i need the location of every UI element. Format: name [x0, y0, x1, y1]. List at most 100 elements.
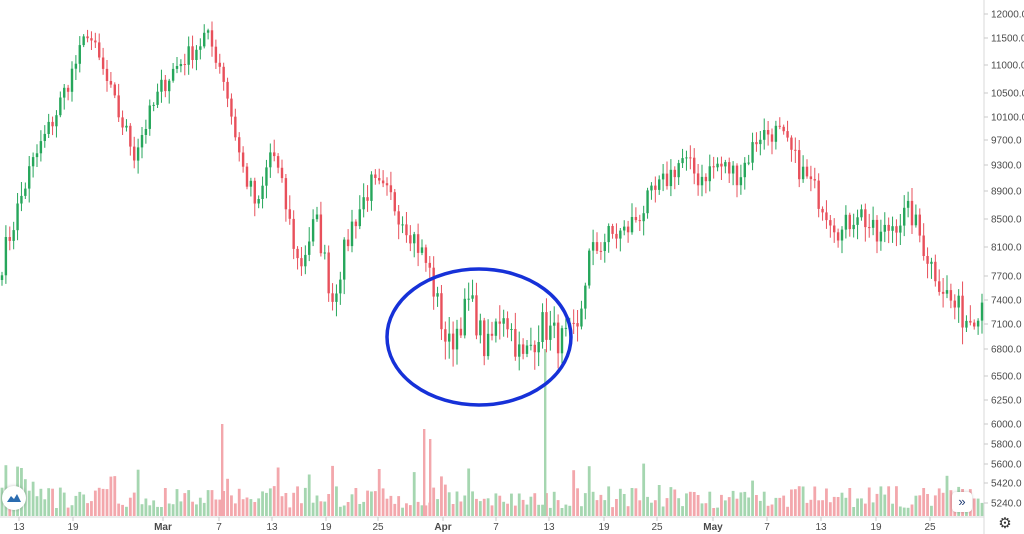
volume-bar	[739, 492, 743, 516]
candle-body	[463, 298, 466, 336]
candle	[179, 59, 183, 73]
candle-body	[529, 344, 533, 346]
candle	[156, 83, 159, 108]
volume-bar	[556, 500, 560, 516]
candle	[276, 153, 280, 174]
volume-bar	[634, 488, 638, 516]
time-month-label: Apr	[434, 522, 451, 533]
candle-body	[681, 158, 684, 164]
volume-bar	[43, 499, 47, 516]
volume-bar	[257, 498, 261, 516]
volume-bar	[618, 488, 622, 516]
candle-body	[922, 235, 925, 256]
candle-body	[346, 239, 350, 247]
candle	[502, 309, 505, 337]
candle-body	[366, 197, 369, 201]
candle	[288, 195, 291, 225]
volume-bar	[408, 505, 412, 516]
volume-bar	[591, 491, 595, 516]
settings-gear-icon[interactable]: ⚙	[998, 515, 1012, 532]
volume-bar	[202, 502, 206, 516]
candle	[848, 212, 851, 237]
volume-bar	[805, 502, 809, 516]
volume-bar	[237, 488, 241, 516]
candle	[331, 283, 334, 311]
candle	[611, 223, 614, 239]
volume-bar	[148, 505, 152, 516]
candle	[661, 164, 665, 192]
candle	[658, 175, 661, 195]
candle	[490, 321, 494, 341]
candle	[467, 282, 470, 311]
volume-bar	[712, 508, 716, 516]
candle	[525, 340, 529, 358]
volume-bar	[887, 486, 891, 516]
candle-body	[685, 157, 688, 159]
candle	[416, 223, 420, 267]
candle	[603, 233, 606, 263]
volume-bar	[653, 500, 657, 516]
candle-body	[354, 221, 358, 227]
candle	[798, 140, 801, 188]
candle-body	[288, 209, 291, 219]
candle-body	[798, 150, 801, 180]
candle-body	[479, 320, 482, 336]
candle-body	[164, 79, 167, 92]
candle	[308, 227, 311, 262]
candle-body	[405, 224, 408, 236]
volume-bar	[735, 498, 739, 516]
candle-body	[105, 68, 109, 81]
volume-bar	[31, 481, 35, 516]
candle	[385, 177, 389, 196]
candle	[113, 82, 116, 99]
candle-body	[856, 217, 859, 225]
volume-bar	[51, 488, 54, 516]
candle-body	[766, 130, 770, 135]
candle-body	[311, 219, 315, 242]
tradingview-logo-icon[interactable]	[2, 486, 26, 510]
volume-spike	[429, 439, 432, 516]
volume-bar	[720, 494, 723, 516]
volume-bar	[253, 502, 257, 516]
volume-bar	[863, 503, 867, 516]
candle-body	[747, 162, 750, 164]
candle-body	[560, 328, 564, 354]
candle-body	[630, 217, 634, 233]
time-axis[interactable]: 13 19 Mar 7 13 19 25 Apr 7 13 19 25 May 7 13 19 25	[13, 517, 936, 533]
volume-bar	[650, 502, 653, 516]
volume-bar	[401, 507, 404, 516]
candle-body	[413, 234, 416, 244]
candle-body	[370, 174, 373, 201]
candle-body	[222, 66, 225, 82]
candle	[4, 225, 8, 284]
candle-body	[16, 203, 19, 231]
candle-body	[35, 153, 39, 158]
volume-bar	[280, 496, 284, 516]
candle	[580, 300, 583, 330]
volume-bar	[510, 493, 513, 516]
candle-body	[708, 166, 711, 182]
price-axis[interactable]: 12000.0 11500.0 11000.0 10500.0 10100.0 9700.…	[984, 0, 1024, 534]
candle	[716, 157, 719, 172]
volume-bar	[681, 506, 684, 516]
volume-bar	[782, 495, 786, 516]
candle-body	[43, 133, 46, 141]
volume-bar	[980, 502, 984, 516]
volume-bar	[455, 491, 459, 516]
candle-body	[661, 173, 665, 180]
price-tick-label: 8500.0	[991, 215, 1022, 226]
time-tick-label: 7	[216, 522, 222, 533]
candle-body	[506, 318, 509, 330]
candle	[261, 176, 264, 209]
volume-bar	[350, 494, 354, 516]
candle-body	[739, 177, 743, 186]
candle	[887, 217, 890, 244]
candle-body	[949, 290, 953, 301]
candle	[747, 154, 750, 166]
volume-bar	[288, 507, 292, 516]
volume-bar	[241, 499, 245, 516]
candle	[833, 218, 836, 243]
scroll-to-realtime-button[interactable]: »	[952, 492, 972, 512]
volume-bar	[587, 466, 591, 516]
